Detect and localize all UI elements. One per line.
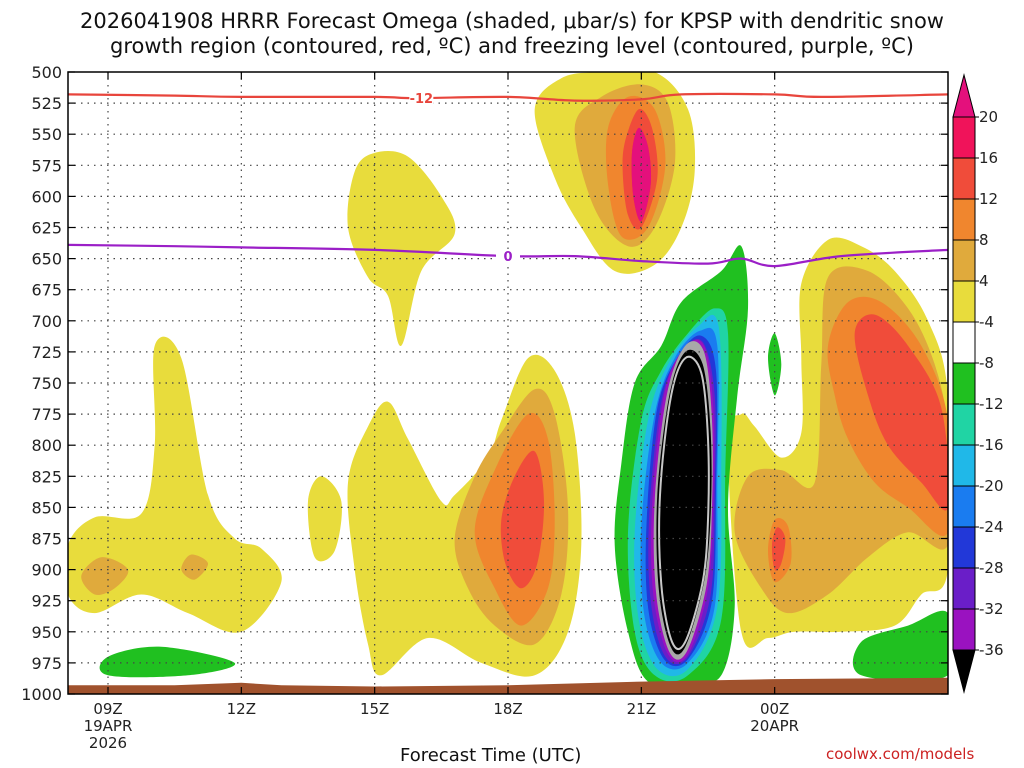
x-tick-label-0-2: 2026	[89, 734, 127, 752]
colorbar-segment-8	[952, 444, 976, 487]
colorbar-segment-9	[952, 485, 976, 528]
x-tick-label-3-0: 18Z	[493, 700, 522, 718]
colorbar-segment-6	[952, 362, 976, 405]
y-tick-label-500: 500	[31, 63, 62, 82]
colorbar-label-7: -12	[979, 395, 1004, 413]
y-tick-label-975: 975	[31, 654, 62, 673]
y-tick-label-625: 625	[31, 219, 62, 238]
colorbar-segment-7	[952, 403, 976, 446]
colorbar-label-4: 4	[979, 272, 989, 290]
y-tick-label-750: 750	[31, 374, 62, 393]
colorbar-segment-5	[952, 321, 976, 364]
y-tick-label-650: 650	[31, 250, 62, 269]
y-tick-label-775: 775	[31, 405, 62, 424]
colorbar-segment-0	[952, 116, 976, 159]
colorbar-segment-3	[952, 239, 976, 282]
colorbar-label-8: -16	[979, 436, 1004, 454]
y-tick-label-550: 550	[31, 125, 62, 144]
x-tick-label-0-1: 19APR	[84, 717, 133, 735]
y-tick-label-700: 700	[31, 312, 62, 331]
y-tick-label-525: 525	[31, 94, 62, 113]
omega-core-0	[631, 127, 652, 222]
omega-region-7	[81, 557, 129, 596]
colorbar-label-11: -28	[979, 559, 1004, 577]
y-tick-label-600: 600	[31, 187, 62, 206]
y-tick-label-875: 875	[31, 530, 62, 549]
ground-layer	[68, 677, 948, 694]
y-tick-label-575: 575	[31, 156, 62, 175]
omega-region-21	[852, 610, 948, 682]
y-tick-label-850: 850	[31, 498, 62, 517]
colorbar-label-12: -32	[979, 600, 1004, 618]
colorbar-segment-11	[952, 567, 976, 610]
dgz-contour-line	[68, 92, 948, 102]
colorbar-label-1: 16	[979, 149, 998, 167]
freezing-level-contour-label-bg	[496, 249, 520, 264]
omega-region-20	[99, 646, 236, 678]
omega-shaded-regions	[68, 72, 948, 686]
colorbar-segment-1	[952, 157, 976, 200]
x-tick-label-5-0: 00Z	[760, 700, 789, 718]
colorbar-segment-4	[952, 280, 976, 323]
omega-region-9	[307, 476, 342, 562]
x-tick-label-0-0: 09Z	[93, 700, 122, 718]
y-tick-label-800: 800	[31, 436, 62, 455]
x-tick-label-5-1: 20APR	[750, 717, 799, 735]
colorbar-label-10: -24	[979, 518, 1004, 536]
y-tick-label-825: 825	[31, 467, 62, 486]
colorbar-segment-10	[952, 526, 976, 569]
chart-title-line-1: 2026041908 HRRR Forecast Omega (shaded, …	[80, 9, 944, 33]
x-tick-label-2-0: 15Z	[360, 700, 389, 718]
x-tick-label-1-0: 12Z	[227, 700, 256, 718]
freezing-level-contour-label: 0	[503, 250, 512, 265]
y-tick-label-1000: 1000	[21, 685, 62, 704]
y-tick-label-900: 900	[31, 561, 62, 580]
ground-surface	[68, 677, 948, 694]
omega-region-19	[771, 527, 786, 571]
colorbar-bottom-arrow	[952, 649, 976, 694]
omega-minimum-core	[658, 355, 710, 651]
colorbar-label-13: -36	[979, 641, 1004, 659]
omega-region-6	[68, 336, 282, 633]
y-tick-label-925: 925	[31, 592, 62, 611]
colorbar: 20 16 12 8 4 -4 -8 -12 -16 -20 -24 -28 -32 -36	[952, 73, 1004, 694]
dgz-contour-label: -12	[410, 92, 434, 107]
omega-region-17	[854, 314, 948, 511]
site-credit-link[interactable]: coolwx.com/models	[826, 745, 975, 763]
colorbar-top-arrow	[952, 73, 976, 118]
omega-region-22	[768, 333, 782, 396]
y-tick-label-675: 675	[31, 281, 62, 300]
colorbar-label-0: 20	[979, 108, 998, 126]
omega-region-13	[500, 450, 545, 589]
x-tick-label-4-0: 21Z	[627, 700, 656, 718]
colorbar-label-2: 12	[979, 190, 998, 208]
y-axis: 500 525 550 575 600 625 650 675 700 725 750 775 800 8…	[21, 63, 948, 704]
dgz-contour-label-bg	[409, 91, 434, 106]
omega-region-5	[347, 151, 456, 346]
colorbar-label-5: -4	[979, 313, 994, 331]
y-tick-label-950: 950	[31, 623, 62, 642]
y-tick-label-725: 725	[31, 343, 62, 362]
freezing-level-contour-line	[68, 243, 948, 268]
colorbar-segment-2	[952, 198, 976, 241]
colorbar-label-9: -20	[979, 477, 1004, 495]
chart-title-line-2: growth region (contoured, red, ºC) and f…	[110, 34, 914, 58]
colorbar-label-6: -8	[979, 354, 994, 372]
x-axis-title: Forecast Time (UTC)	[400, 745, 582, 766]
contour-lines: -12 0	[68, 91, 948, 268]
colorbar-label-3: 8	[979, 231, 989, 249]
omega-region-8	[181, 554, 209, 580]
colorbar-segment-12	[952, 608, 976, 651]
